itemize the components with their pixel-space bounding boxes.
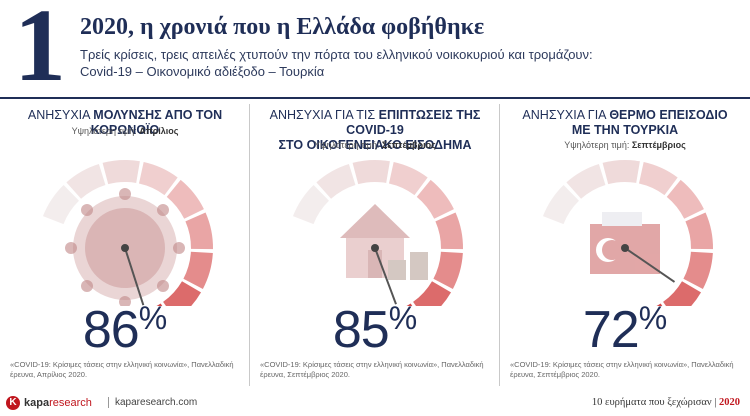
gauge-segment (666, 179, 704, 219)
footer-series: 10 ευρήματα που ξεχώρισαν | 2020 (592, 397, 740, 408)
panel-title-highlight: ΕΠΙΠΤΩΣΕΙΣ ΤΗΣ COVID-19 (346, 108, 481, 137)
series-year: 2020 (719, 397, 740, 408)
gauge-segment (185, 212, 214, 250)
panel-covid-income: ΑΝΗΣΥΧΙΑ ΓΙΑ ΤΙΣ ΕΠΙΠΤΩΣΕΙΣ ΤΗΣ COVID-19… (250, 104, 500, 394)
footer: K kaparesearch kaparesearch.com 10 ευρήμ… (0, 394, 750, 416)
gauge-segment (389, 162, 428, 196)
website-link[interactable]: kaparesearch.com (108, 397, 197, 408)
panel-title-highlight: ΘΕΡΜΟ ΕΠΕΙΣΟΔΙΟ (609, 108, 728, 122)
series-label: 10 ευρήματα που ξεχώρισαν | (591, 397, 717, 408)
gauge-needle (624, 247, 676, 283)
subtitle-line-2: Covid-19 – Οικονομικό αδιέξοδο – Τουρκία (80, 64, 325, 79)
gauge-segment (656, 303, 663, 306)
panel-title-highlight: ΜΟΛΥΝΣΗΣ ΑΠΟ ΤΟΝ ΚΟΡΩΝΟΪΟ (90, 108, 223, 137)
percent-sign: % (638, 300, 668, 336)
gauge-segment (352, 160, 390, 185)
gauge-hub (121, 244, 129, 252)
house-coins-icon (340, 204, 428, 280)
gauge-segment (42, 184, 79, 225)
gauge-segment (102, 160, 140, 185)
percent-value: 85% (250, 300, 500, 360)
panel-title: ΑΝΗΣΥΧΙΑ ΓΙΑ ΘΕΡΜΟ ΕΠΕΙΣΟΔΙΟ ΜΕ ΤΗΝ ΤΟΥΡ… (500, 108, 750, 138)
panel-title-line-2: ΜΕ ΤΗΝ ΤΟΥΡΚΙΑ (571, 123, 679, 137)
peak-label: Υψηλότερη τιμή: (71, 126, 137, 136)
panel-title-prefix: ΑΝΗΣΥΧΙΑ ΓΙΑ ΤΙΣ (269, 108, 376, 122)
percent-number: 72 (582, 301, 640, 359)
peak-value: Απρίλιος (139, 126, 179, 136)
brand-name-b: research (49, 397, 92, 409)
panel-divider (499, 104, 500, 386)
source-note: «COVID-19: Κρίσιμες τάσεις στην ελληνική… (260, 360, 484, 379)
gauge-segment (433, 251, 463, 289)
source-note: «COVID-19: Κρίσιμες τάσεις στην ελληνική… (510, 360, 734, 379)
panel-turkey-incident: ΑΝΗΣΥΧΙΑ ΓΙΑ ΘΕΡΜΟ ΕΠΕΙΣΟΔΙΟ ΜΕ ΤΗΝ ΤΟΥΡ… (500, 104, 750, 394)
panel-title-prefix: ΑΝΗΣΥΧΙΑ ΓΙΑ (522, 108, 606, 122)
gauge-segment (316, 163, 356, 199)
panel-covid-infection: ΑΝΗΣΥΧΙΑ ΜΟΛΥΝΣΗΣ ΑΠΟ ΤΟΝ ΚΟΡΩΝΟΪΟ Υψηλό… (0, 104, 250, 394)
gauge-segment (683, 251, 713, 289)
panel-title-line-2: ΣΤΟ ΟΙΚΟΓΕΝΕΙΑΚΟ ΕΙΣΟΔΗΜΑ (278, 138, 472, 152)
brand-logo: kaparesearch (24, 397, 92, 409)
gauge-segment (166, 179, 204, 219)
brand-logo-mark: K (6, 396, 20, 410)
header-rule (0, 97, 750, 99)
panel-title-prefix: ΑΝΗΣΥΧΙΑ (27, 108, 90, 122)
gauge-hub (371, 244, 379, 252)
panel-divider (249, 104, 250, 386)
peak-label: Υψηλότερη τιμή: (564, 140, 630, 150)
percent-value: 86% (0, 300, 250, 360)
gauge-segment (163, 281, 202, 306)
gauge-segment (685, 212, 713, 250)
gauge (42, 160, 214, 306)
page-subtitle: Τρείς κρίσεις, τρεις απειλές χτυπούν την… (80, 46, 720, 80)
percent-number: 86 (82, 301, 140, 359)
gauge-segment (156, 303, 163, 306)
gauge-needle (374, 247, 397, 305)
gauge-segment (639, 162, 678, 196)
percent-value: 72% (500, 300, 750, 360)
percent-sign: % (138, 300, 168, 336)
gauge-segment (139, 162, 178, 196)
percent-number: 85 (332, 301, 390, 359)
peak-note: Υψηλότερη τιμή: Σεπτέμβριος (250, 140, 500, 150)
peak-value: Σεπτέμβριος (631, 140, 686, 150)
gauge-segment (413, 281, 452, 306)
page-title: 2020, η χρονιά που η Ελλάδα φοβήθηκε (80, 14, 485, 40)
peak-value: Σεπτέμβριος (381, 140, 436, 150)
gauge (542, 160, 713, 306)
percent-sign: % (388, 300, 418, 336)
peak-note: Υψηλότερη τιμή: Απρίλιος (0, 126, 250, 136)
gauge-segment (416, 179, 454, 219)
gauge-segment (435, 212, 463, 250)
brand-name-a: kapa (24, 397, 50, 409)
section-number: 1 (14, 0, 66, 103)
gauge-segment (183, 251, 213, 289)
subtitle-line-1: Τρείς κρίσεις, τρεις απειλές χτυπούν την… (80, 47, 593, 62)
gauge-segment (566, 163, 606, 199)
peak-label: Υψηλότερη τιμή: (314, 140, 380, 150)
gauge-segment (292, 184, 329, 225)
gauge (292, 160, 463, 306)
gauge-segment (66, 163, 106, 199)
gauge-needle (124, 247, 145, 306)
source-note: «COVID-19: Κρίσιμες τάσεις στην ελληνική… (10, 360, 234, 379)
panel-title: ΑΝΗΣΥΧΙΑ ΓΙΑ ΤΙΣ ΕΠΙΠΤΩΣΕΙΣ ΤΗΣ COVID-19… (250, 108, 500, 153)
gauge-hub (621, 244, 629, 252)
gauge-segment (542, 184, 579, 225)
peak-note: Υψηλότερη τιμή: Σεπτέμβριος (500, 140, 750, 150)
gauge-segment (602, 160, 640, 185)
gauge-segment (406, 303, 413, 306)
gauge-segment (663, 281, 702, 306)
panel-title: ΑΝΗΣΥΧΙΑ ΜΟΛΥΝΣΗΣ ΑΠΟ ΤΟΝ ΚΟΡΩΝΟΪΟ (0, 108, 250, 138)
